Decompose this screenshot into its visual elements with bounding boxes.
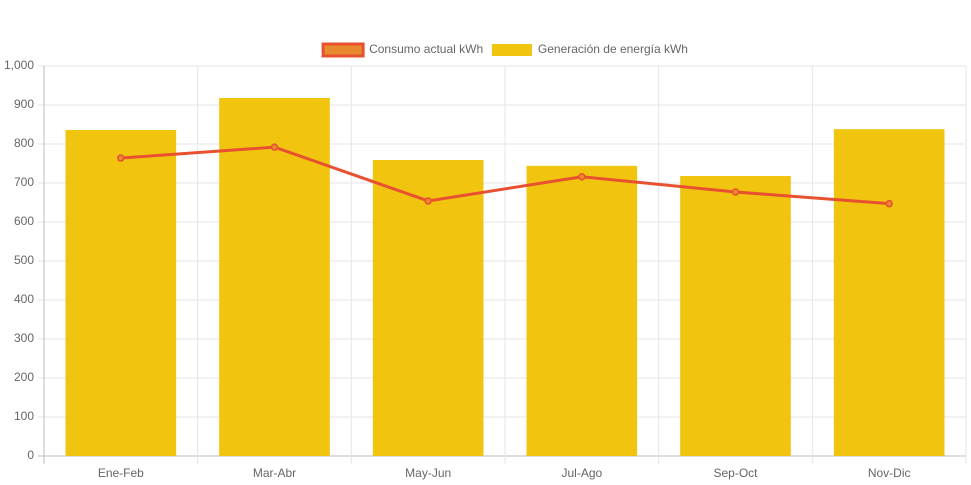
x-tick-label: Sep-Oct: [713, 466, 758, 480]
bar: [65, 129, 177, 456]
line: [120, 145, 890, 206]
legend-swatch: [321, 42, 365, 58]
point: [731, 188, 740, 196]
y-tick-label: 300: [14, 331, 34, 345]
bar: [372, 159, 484, 457]
x-tick-label: Nov-Dic: [868, 466, 911, 480]
y-tick-label: 900: [14, 97, 34, 111]
y-tick-label: 600: [14, 214, 34, 228]
point: [117, 154, 125, 162]
x-tick-label: Ene-Feb: [98, 466, 144, 480]
legend-label: Generación de energía kWh: [538, 42, 688, 56]
y-tick-label: 200: [14, 370, 34, 384]
y-tick-label: 100: [14, 409, 34, 423]
y-tick-label: 400: [14, 292, 34, 306]
point: [424, 197, 432, 205]
y-tick-label: 1,000: [4, 58, 34, 72]
y-tick-label: 700: [14, 175, 34, 189]
point: [270, 143, 279, 151]
x-tick-label: Jul-Ago: [561, 466, 602, 480]
y-tick-label: 800: [14, 136, 34, 150]
legend-label: Consumo actual kWh: [369, 42, 483, 56]
point: [578, 173, 586, 181]
x-tick-label: May-Jun: [405, 466, 451, 480]
x-tick-label: Mar-Abr: [253, 466, 296, 480]
y-tick-label: 0: [27, 448, 34, 462]
bar: [219, 97, 330, 456]
bar: [526, 165, 638, 456]
point: [885, 199, 893, 208]
bar: [833, 129, 945, 456]
y-tick-label: 500: [14, 253, 34, 267]
bar: [680, 175, 791, 457]
legend-swatch: [491, 44, 532, 56]
